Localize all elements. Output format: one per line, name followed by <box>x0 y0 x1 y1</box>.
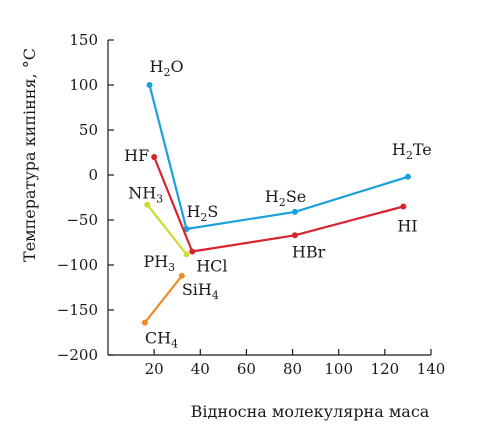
data-point <box>404 173 411 180</box>
data-point <box>400 203 407 210</box>
x-tick-label: 80 <box>283 360 302 378</box>
y-tick-label: 50 <box>79 121 98 139</box>
point-label: HBr <box>292 242 326 261</box>
y-tick-label: 150 <box>69 31 98 49</box>
data-point <box>146 82 153 88</box>
y-tick-label: −200 <box>57 346 98 364</box>
data-point <box>291 208 298 215</box>
data-point <box>183 226 190 232</box>
point-label: SiH4 <box>182 280 219 302</box>
x-tick-label: 20 <box>145 360 164 378</box>
series-layer <box>141 82 411 326</box>
y-axis-title: Температура кипіння, °C <box>20 48 39 262</box>
x-tick-label: 60 <box>237 360 256 378</box>
data-point <box>189 248 196 255</box>
data-point <box>151 154 158 160</box>
axes: 150 100 50 0 −50 −100 −150 −200 20 40 60 80 100 120 14… <box>57 31 446 378</box>
data-point <box>183 251 190 258</box>
point-label: HI <box>397 217 417 236</box>
point-label: HCl <box>196 257 227 276</box>
x-axis-title: Відносна молекулярна маса <box>191 402 430 421</box>
x-tick-label: 140 <box>417 360 446 378</box>
y-tick-label: −100 <box>57 256 98 274</box>
labels-layer: H2O H2S H2Se H2Te HF HCl HBr HI NH3 PH3 CH4 SiH4 <box>124 57 432 351</box>
y-tick-label: −150 <box>57 301 98 319</box>
x-tick-label: 100 <box>324 360 353 378</box>
point-label: H2S <box>186 202 218 224</box>
y-tick-label: 100 <box>69 76 98 94</box>
x-tick-label: 40 <box>191 360 210 378</box>
point-label: CH4 <box>145 329 178 351</box>
series-line <box>146 204 188 255</box>
series-line <box>153 156 404 253</box>
point-label: H2Te <box>392 140 432 162</box>
data-point <box>291 232 298 239</box>
point-label: H2O <box>150 57 184 79</box>
point-label: H2Se <box>265 187 306 209</box>
data-point <box>144 201 151 208</box>
data-point <box>178 272 185 279</box>
series-line <box>144 275 183 324</box>
x-tick-label: 120 <box>371 360 400 378</box>
point-label: NH3 <box>128 184 163 206</box>
point-label: PH3 <box>143 252 175 274</box>
y-tick-label: −50 <box>66 211 98 229</box>
series-line <box>148 84 409 231</box>
data-point <box>141 319 148 326</box>
y-tick-label: 0 <box>88 166 98 184</box>
point-label: HF <box>124 146 149 165</box>
